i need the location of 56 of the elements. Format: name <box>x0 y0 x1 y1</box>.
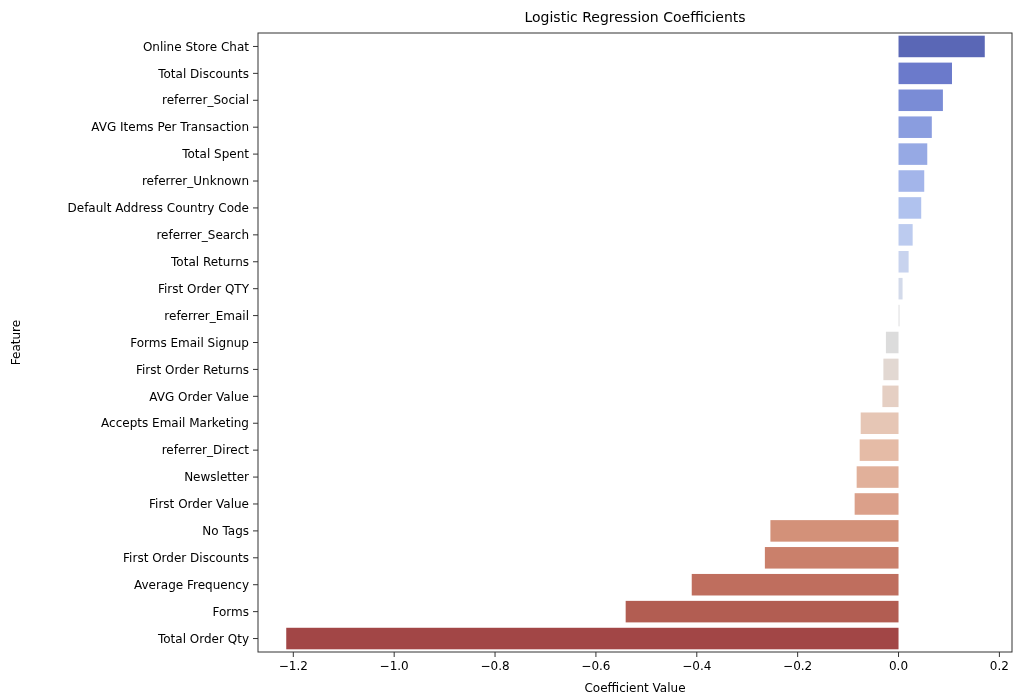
y-tick-label: Forms <box>212 604 249 619</box>
bar <box>885 331 899 354</box>
y-tick-label: referrer_Search <box>156 228 249 243</box>
x-tick-label: 0.2 <box>989 659 1009 673</box>
y-axis-title: Feature <box>9 319 23 366</box>
bar <box>898 170 925 192</box>
bar <box>859 439 899 461</box>
bar <box>856 466 899 488</box>
x-tick-label: −1.2 <box>278 659 308 673</box>
bar <box>898 89 943 112</box>
bar <box>691 573 899 596</box>
bar <box>764 547 899 569</box>
y-tick-label: Average Frequency <box>133 577 249 592</box>
y-tick-label: Total Discounts <box>157 66 249 81</box>
bar <box>860 412 899 434</box>
y-tick-label: Online Store Chat <box>142 39 250 54</box>
y-tick-label: Total Spent <box>181 147 250 162</box>
bar <box>898 35 985 58</box>
y-tick-label: First Order Value <box>149 497 249 512</box>
bar <box>898 197 922 219</box>
bar <box>882 385 899 408</box>
bar <box>883 358 899 381</box>
bar <box>286 627 899 650</box>
bar <box>898 62 952 85</box>
y-tick-label: referrer_Direct <box>161 443 250 458</box>
y-tick-label: Default Address Country Code <box>67 201 249 216</box>
y-tick-label: First Order Returns <box>135 362 249 377</box>
chart-title: Logistic Regression Coefficients <box>524 9 746 25</box>
x-tick-label: −0.2 <box>783 659 813 673</box>
y-tick-label: Accepts Email Marketing <box>101 416 249 431</box>
x-axis-title: Coefficient Value <box>584 681 686 695</box>
bar <box>898 251 909 273</box>
x-tick-label: −1.0 <box>379 659 409 673</box>
bar <box>898 116 932 138</box>
bar <box>625 600 899 623</box>
bar <box>898 224 913 246</box>
bar <box>854 493 899 515</box>
x-tick-label: 0.0 <box>888 659 909 673</box>
y-tick-label: First Order QTY <box>157 281 250 296</box>
y-tick-label: Total Order Qty <box>156 631 249 646</box>
y-tick-label: Forms Email Signup <box>130 335 249 350</box>
bar <box>898 277 903 300</box>
x-tick-label: −0.4 <box>682 659 712 673</box>
y-tick-label: No Tags <box>202 524 249 539</box>
bar <box>898 143 928 165</box>
y-tick-label: referrer_Unknown <box>141 174 249 189</box>
y-tick-label: AVG Items Per Transaction <box>91 120 249 135</box>
y-tick-label: Total Returns <box>170 254 249 269</box>
y-tick-label: AVG Order Value <box>149 389 249 404</box>
bar <box>770 520 899 542</box>
x-tick-label: −0.8 <box>480 659 510 673</box>
x-tick-label: −0.6 <box>581 659 611 673</box>
y-tick-label: referrer_Social <box>162 93 249 108</box>
y-tick-label: Newsletter <box>184 470 250 485</box>
y-tick-label: First Order Discounts <box>123 551 249 565</box>
y-tick-label: referrer_Email <box>164 308 249 323</box>
